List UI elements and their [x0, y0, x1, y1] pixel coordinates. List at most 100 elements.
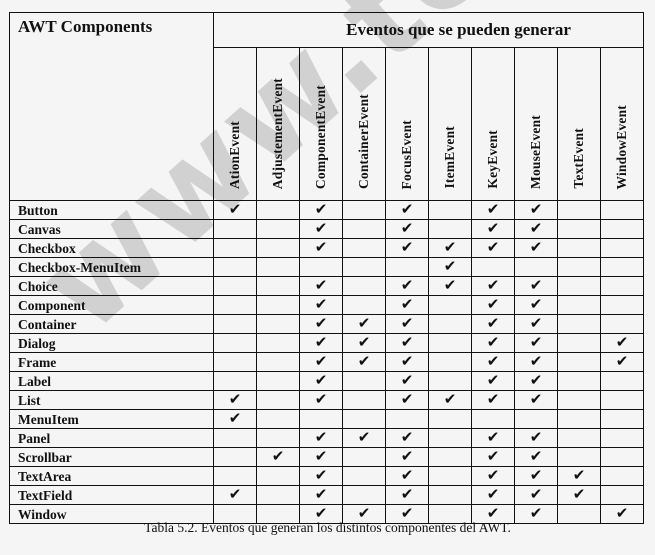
event-cell: ✔: [342, 333, 386, 353]
checkmark-icon: ✔: [228, 485, 242, 503]
checkmark-icon: ✔: [314, 333, 328, 351]
event-cell: ✔: [385, 314, 429, 334]
checkmark-icon: ✔: [357, 333, 371, 351]
checkmark-icon: ✔: [400, 352, 414, 370]
table-row: Label ✔ ✔ ✔ ✔: [9, 371, 644, 391]
checkmark-icon: ✔: [529, 390, 543, 408]
event-cell: ✔: [471, 428, 515, 448]
event-cell: [428, 371, 472, 391]
event-column-label: KeyEvent: [485, 130, 500, 189]
event-cell: [342, 485, 386, 505]
component-name: TextArea: [9, 466, 214, 486]
event-column-header: KeyEvent: [471, 47, 515, 201]
table-row: Container ✔ ✔ ✔ ✔ ✔: [9, 314, 644, 334]
checkmark-icon: ✔: [572, 466, 586, 484]
checkmark-icon: ✔: [529, 466, 543, 484]
event-cell: ✔: [514, 447, 558, 467]
event-cell: [557, 390, 601, 410]
component-name: Dialog: [9, 333, 214, 353]
event-cell: [342, 219, 386, 239]
checkmark-icon: ✔: [486, 428, 500, 446]
event-cell: [600, 485, 644, 505]
event-cell: [299, 257, 343, 277]
event-column-label: WindowEvent: [614, 104, 629, 189]
event-cell: ✔: [514, 466, 558, 486]
event-cell: [213, 257, 257, 277]
event-cell: [213, 428, 257, 448]
checkmark-icon: ✔: [314, 428, 328, 446]
event-cell: ✔: [385, 295, 429, 315]
event-cell: [342, 200, 386, 220]
event-header-row: AtionEvent AdjustementEvent ComponentEvent…: [10, 47, 644, 201]
event-cell: [557, 428, 601, 448]
checkmark-icon: ✔: [400, 238, 414, 256]
event-cell: ✔: [256, 447, 300, 467]
event-cell: [557, 352, 601, 372]
table-row: TextArea ✔ ✔ ✔ ✔ ✔: [9, 466, 644, 486]
event-column-label: MouseEvent: [528, 115, 543, 189]
checkmark-icon: ✔: [486, 371, 500, 389]
event-column-label: TextEvent: [571, 128, 586, 189]
event-cell: [342, 371, 386, 391]
event-cell: ✔: [471, 295, 515, 315]
event-cell: ✔: [385, 371, 429, 391]
event-cell: ✔: [385, 200, 429, 220]
event-cell: [600, 295, 644, 315]
event-cell: ✔: [299, 390, 343, 410]
event-cell: [557, 447, 601, 467]
checkmark-icon: ✔: [400, 466, 414, 484]
checkmark-icon: ✔: [314, 200, 328, 218]
event-cell: [428, 295, 472, 315]
checkmark-icon: ✔: [314, 466, 328, 484]
event-cell: [256, 314, 300, 334]
checkmark-icon: ✔: [486, 276, 500, 294]
checkmark-icon: ✔: [615, 333, 629, 351]
event-cell: [428, 485, 472, 505]
event-cell: ✔: [385, 352, 429, 372]
checkmark-icon: ✔: [400, 428, 414, 446]
event-cell: [385, 257, 429, 277]
event-cell: [213, 333, 257, 353]
event-cell: [600, 428, 644, 448]
checkmark-icon: ✔: [486, 238, 500, 256]
checkmark-icon: ✔: [529, 504, 543, 522]
checkmark-icon: ✔: [271, 447, 285, 465]
event-cell: [256, 219, 300, 239]
checkmark-icon: ✔: [228, 390, 242, 408]
component-name: Frame: [9, 352, 214, 372]
event-cell: ✔: [514, 485, 558, 505]
event-cell: ✔: [514, 295, 558, 315]
event-cell: [600, 219, 644, 239]
event-cell: [213, 314, 257, 334]
checkmark-icon: ✔: [314, 485, 328, 503]
event-cell: [471, 257, 515, 277]
event-cell: ✔: [428, 390, 472, 410]
event-cell: [256, 333, 300, 353]
event-cell: [256, 466, 300, 486]
event-cell: [428, 333, 472, 353]
event-column-label: ContainerEvent: [356, 93, 371, 189]
table-row: Scrollbar ✔ ✔ ✔ ✔ ✔: [9, 447, 644, 467]
event-column-header: MouseEvent: [514, 47, 558, 201]
table-row: TextField ✔ ✔ ✔ ✔ ✔ ✔: [9, 485, 644, 505]
event-cell: [213, 371, 257, 391]
checkmark-icon: ✔: [529, 447, 543, 465]
event-cell: [600, 314, 644, 334]
table-row: List ✔ ✔ ✔ ✔ ✔ ✔: [9, 390, 644, 410]
checkmark-icon: ✔: [314, 390, 328, 408]
event-cell: [299, 409, 343, 429]
checkmark-icon: ✔: [314, 504, 328, 522]
event-cell: [600, 257, 644, 277]
table-row: Checkbox ✔ ✔ ✔ ✔ ✔: [9, 238, 644, 258]
event-cell: ✔: [471, 390, 515, 410]
event-cell: ✔: [514, 352, 558, 372]
checkmark-icon: ✔: [486, 504, 500, 522]
event-cell: [600, 409, 644, 429]
event-cell: ✔: [299, 371, 343, 391]
checkmark-icon: ✔: [314, 238, 328, 256]
event-cell: [557, 295, 601, 315]
event-cell: ✔: [299, 485, 343, 505]
event-cell: [557, 371, 601, 391]
checkmark-icon: ✔: [529, 485, 543, 503]
event-column-header: ItemEvent: [428, 47, 472, 201]
